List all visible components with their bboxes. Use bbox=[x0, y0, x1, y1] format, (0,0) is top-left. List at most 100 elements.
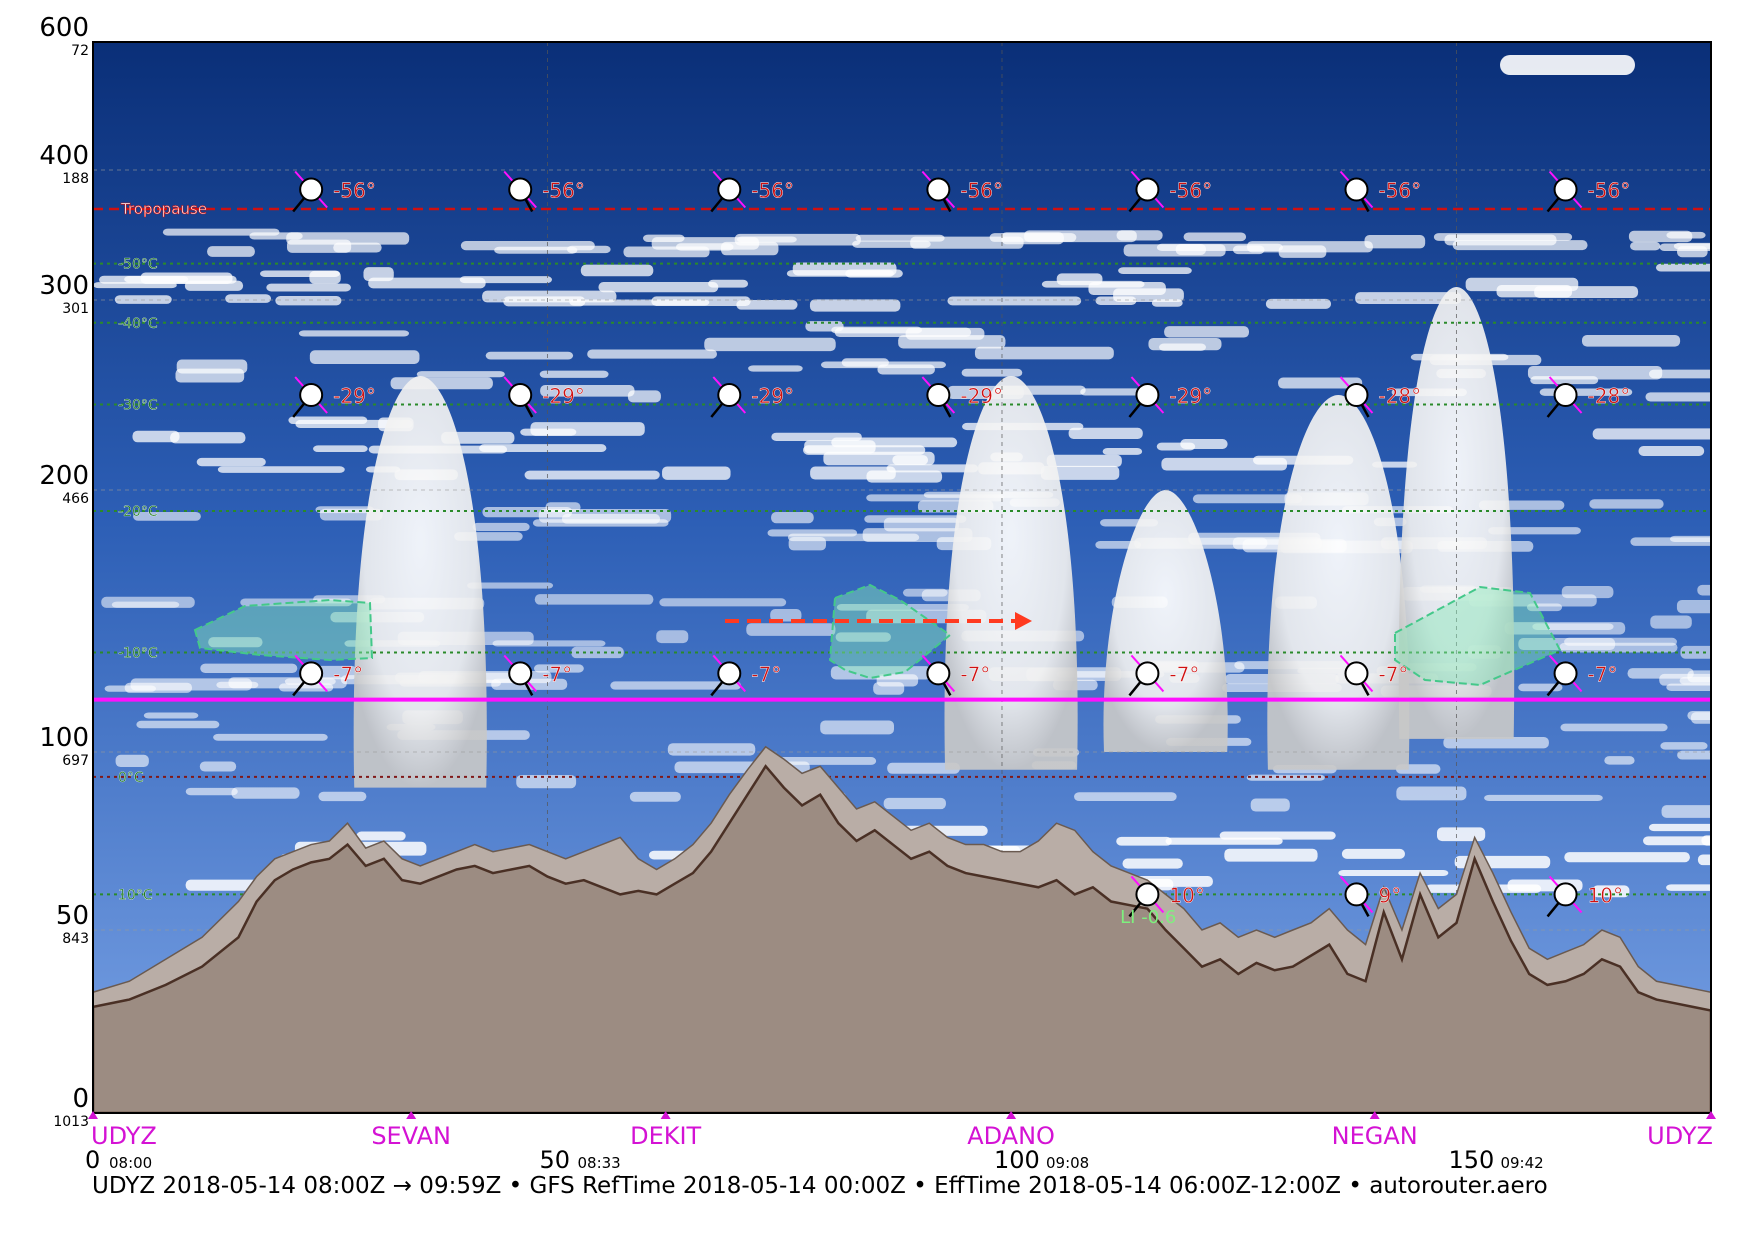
cloud-streak bbox=[524, 470, 660, 480]
cloud-streak bbox=[315, 506, 374, 514]
temperature-label: -56° bbox=[1588, 179, 1631, 203]
cloud-streak bbox=[788, 537, 827, 551]
cloud-streak bbox=[886, 464, 979, 473]
cloud-streak bbox=[295, 419, 413, 429]
y-tick-pressure: 188 bbox=[62, 171, 89, 187]
temperature-label: 10° bbox=[1169, 883, 1204, 907]
cloud-streak bbox=[771, 512, 814, 524]
cloud-streak bbox=[708, 279, 749, 288]
isotherm-lines: -50°C -40°C -30°C -20°C -10°C 0°C 10°C bbox=[93, 256, 1711, 904]
cloud-cover-circle bbox=[1344, 383, 1369, 407]
temperature-label: -7° bbox=[1378, 662, 1408, 686]
temperature-label: -56° bbox=[333, 179, 376, 203]
cloud-streak bbox=[1159, 343, 1206, 351]
cloud-streak bbox=[786, 270, 894, 277]
cloud-streak bbox=[1151, 299, 1183, 307]
cloud-streak bbox=[1116, 836, 1172, 846]
cloud-cover-circle bbox=[1553, 383, 1578, 407]
direction-arrow bbox=[725, 612, 1032, 630]
cloud-streak bbox=[883, 797, 946, 810]
cloud-streak bbox=[1355, 292, 1462, 304]
x-axis: 0 08:00 50 08:33 100 09:08 150 09:42 bbox=[85, 1146, 1544, 1170]
cloud-streak bbox=[132, 430, 180, 443]
x-tick-distance: 150 bbox=[1448, 1146, 1494, 1170]
cloud-cover-circle bbox=[1135, 383, 1160, 407]
cloud-cover-circle bbox=[299, 383, 324, 407]
temperature-label: -29° bbox=[960, 384, 1003, 408]
isotherm-label: -20°C bbox=[118, 504, 158, 520]
cloud-cover-circle bbox=[926, 177, 951, 202]
cloud-streak bbox=[704, 337, 836, 352]
cloud-streak bbox=[1118, 267, 1192, 274]
temperature-label: -28° bbox=[1378, 384, 1421, 408]
cloud-streak bbox=[1581, 334, 1681, 347]
y-tick-altitude: 50 bbox=[56, 901, 89, 931]
cloud-streak bbox=[1697, 854, 1711, 866]
cloud-streak bbox=[1437, 827, 1486, 842]
cloud-streak bbox=[278, 683, 334, 692]
cloud-cover-circle bbox=[717, 177, 742, 202]
cloud-streak bbox=[820, 720, 895, 735]
y-tick-pressure: 466 bbox=[62, 491, 89, 507]
cloud-streak bbox=[540, 384, 635, 397]
cloud-cover-circle bbox=[1553, 177, 1578, 202]
cb-tower bbox=[1267, 395, 1410, 770]
cloud-streak bbox=[1679, 676, 1711, 685]
cloud-streak bbox=[804, 440, 876, 454]
y-tick-altitude: 200 bbox=[39, 461, 89, 491]
cloud-streak bbox=[1560, 723, 1668, 732]
cloud-streak bbox=[1180, 439, 1228, 449]
cloud-streak bbox=[115, 754, 149, 768]
cloud-streak bbox=[1396, 786, 1467, 801]
temperature-label: -56° bbox=[542, 179, 585, 203]
cloud-cover-circle bbox=[1135, 177, 1160, 202]
x-tick-time: 08:00 bbox=[109, 1154, 152, 1170]
waypoint-marker bbox=[1006, 1111, 1017, 1119]
temperature-label: -28° bbox=[1588, 384, 1631, 408]
temperature-label: -29° bbox=[1169, 384, 1212, 408]
waypoint-marker bbox=[1706, 1111, 1716, 1119]
cloud-streak bbox=[746, 623, 836, 636]
temperature-label: -7° bbox=[960, 662, 990, 686]
cloud-cover-circle bbox=[1344, 177, 1369, 202]
cloud-streak bbox=[737, 236, 797, 243]
y-tick-altitude: 300 bbox=[39, 271, 89, 301]
cloud-cover-circle bbox=[926, 661, 951, 686]
temperature-label: -29° bbox=[333, 384, 376, 408]
cloud-streak bbox=[1068, 427, 1143, 439]
cloud-streak bbox=[1040, 465, 1120, 480]
x-tick-distance: 100 bbox=[994, 1146, 1040, 1170]
cloud-streak bbox=[809, 299, 901, 312]
cloud-streak bbox=[1638, 446, 1705, 456]
cloud-streak bbox=[162, 228, 280, 236]
cloud-cover-circle bbox=[508, 661, 533, 686]
cloud-streak bbox=[539, 370, 609, 378]
cloud-streak bbox=[140, 272, 233, 285]
y-tick-pressure: 843 bbox=[62, 931, 89, 947]
cloud-streak bbox=[207, 246, 255, 257]
cloud-streak bbox=[1676, 599, 1711, 614]
temperature-label: -7° bbox=[1588, 662, 1618, 686]
cloud-streak bbox=[318, 791, 367, 802]
tropopause-label: Tropopause bbox=[120, 200, 207, 218]
cloud-streak bbox=[855, 234, 945, 242]
cloud-streak bbox=[1500, 55, 1635, 75]
cloud-streak bbox=[1338, 870, 1449, 877]
cloud-streak bbox=[1677, 750, 1711, 760]
waypoint-marker bbox=[1369, 1111, 1380, 1119]
cloud-streak bbox=[441, 431, 515, 444]
temperature-label: -7° bbox=[333, 662, 363, 686]
cloud-streak bbox=[835, 632, 891, 642]
cloud-streak bbox=[492, 640, 606, 647]
cloud-streak bbox=[1484, 794, 1603, 802]
cloud-streak bbox=[1643, 836, 1711, 846]
icing-areas bbox=[193, 583, 1562, 687]
x-tick-time: 09:42 bbox=[1500, 1154, 1543, 1170]
cloud-streak bbox=[1660, 742, 1708, 750]
terrain-area bbox=[93, 764, 1711, 1113]
temperature-label: -56° bbox=[1378, 179, 1421, 203]
cloud-cover-circle bbox=[926, 383, 951, 407]
temperature-label: -56° bbox=[751, 179, 794, 203]
waypoint-marker bbox=[406, 1111, 417, 1119]
cloud-streak bbox=[866, 470, 943, 483]
